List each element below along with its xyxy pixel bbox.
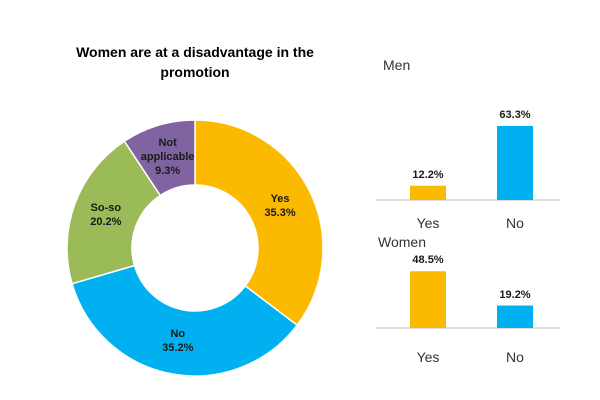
donut-slice — [66, 140, 162, 285]
chart-title: Women are at a disadvantage in the promo… — [76, 44, 314, 80]
slice-label: No 35.2% — [147, 327, 209, 355]
subchart-title: Women — [378, 234, 426, 250]
slice-category: No — [170, 328, 186, 341]
bar-value-label: 48.5% — [412, 254, 444, 267]
x-tick-label: No — [506, 349, 524, 365]
slice-label: Yes 35.3% — [249, 192, 311, 220]
slice-category: Not applicable — [140, 137, 195, 164]
bar — [410, 271, 446, 328]
bar-value-label: 12.2% — [412, 168, 444, 181]
slice-category: Yes — [270, 192, 290, 205]
bar — [497, 305, 533, 328]
x-tick-label: Yes — [416, 349, 440, 365]
slice-label: Not applicable 9.3% — [137, 136, 199, 178]
donut-slice — [123, 119, 196, 197]
bar — [410, 185, 446, 200]
donut-slice — [194, 119, 324, 327]
bar-value-label: 19.2% — [499, 288, 531, 301]
slice-value: 35.2% — [162, 342, 194, 355]
donut-slice — [71, 264, 299, 377]
slice-label: So-so 20.2% — [75, 201, 137, 229]
slice-category: So-so — [90, 202, 122, 215]
bar — [497, 125, 533, 200]
x-tick-label: No — [506, 215, 524, 231]
slice-value: 20.2% — [90, 216, 122, 229]
x-tick-label: Yes — [416, 215, 440, 231]
slice-value: 9.3% — [155, 165, 181, 178]
bar-value-label: 63.3% — [499, 108, 531, 121]
subchart-title: Men — [383, 57, 411, 73]
slice-value: 35.3% — [264, 206, 296, 219]
